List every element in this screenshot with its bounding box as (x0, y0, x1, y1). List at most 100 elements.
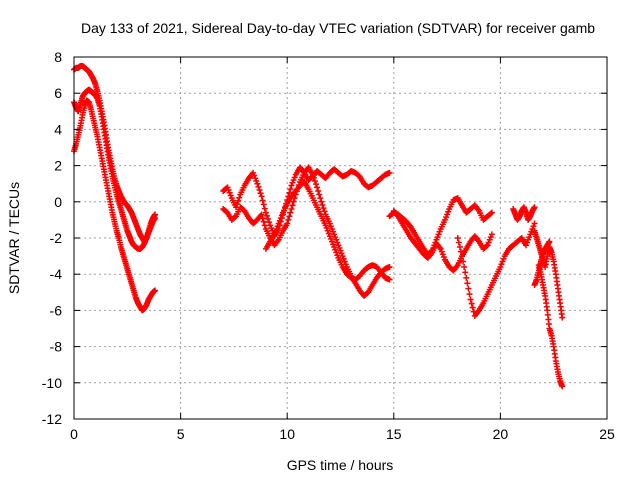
data-point (559, 383, 566, 390)
data-point (316, 191, 323, 198)
x-tick-label: 10 (279, 426, 295, 442)
series-trace-j (510, 204, 538, 223)
data-point (531, 204, 538, 211)
data-point (467, 296, 474, 303)
data-point (464, 280, 471, 287)
data-point (266, 219, 273, 226)
data-point (559, 314, 566, 321)
data-point (460, 258, 467, 265)
data-point (285, 216, 292, 223)
series-trace-m (531, 238, 553, 289)
data-point (286, 189, 293, 196)
series-trace-f (262, 178, 393, 283)
data-point (386, 276, 393, 283)
data-point (487, 210, 494, 217)
data-point (317, 195, 324, 202)
data-point (259, 197, 266, 204)
data-point (256, 187, 263, 194)
data-point (386, 263, 393, 270)
data-point (260, 218, 267, 225)
x-tick-label: 0 (70, 426, 78, 442)
x-tick-label: 20 (493, 426, 509, 442)
data-point (257, 190, 264, 197)
data-point (465, 285, 472, 292)
data-point (287, 209, 294, 216)
data-point (286, 213, 293, 220)
data-point (287, 186, 294, 193)
data-point (310, 174, 317, 181)
y-tick-label: 2 (54, 158, 62, 174)
data-point (321, 208, 328, 215)
data-point (318, 198, 325, 205)
y-tick-label: 6 (54, 85, 62, 101)
data-point (488, 209, 495, 216)
data-point (309, 171, 316, 178)
data-point (314, 184, 321, 191)
x-axis-label: GPS time / hours (287, 457, 394, 473)
data-point (254, 180, 261, 187)
y-tick-label: -8 (50, 339, 63, 355)
data-point (289, 202, 296, 209)
data-point (261, 205, 268, 212)
chart-title: Day 133 of 2021, Sidereal Day-to-day VTE… (81, 20, 595, 36)
data-point (454, 235, 461, 241)
x-tick-label: 25 (599, 426, 615, 442)
x-axis-ticks: 0 5 10 15 20 25 (70, 57, 615, 442)
data-point (284, 220, 291, 227)
data-point (258, 211, 265, 218)
y-tick-label: 8 (54, 49, 62, 65)
data-point (288, 206, 295, 213)
data-point (231, 214, 238, 221)
data-point (386, 169, 393, 176)
data-point (265, 215, 272, 222)
data-point (260, 201, 267, 208)
series-trace-c (71, 97, 159, 314)
data-point (255, 183, 262, 190)
data-point (311, 177, 318, 184)
data-point (234, 201, 241, 208)
y-tick-label: -6 (50, 302, 63, 318)
y-tick-label: -12 (42, 411, 62, 427)
y-tick-label: 0 (54, 194, 62, 210)
data-point (319, 201, 326, 208)
data-point (259, 215, 266, 222)
x-tick-label: 15 (386, 426, 402, 442)
data-point (312, 181, 319, 188)
data-point (152, 215, 159, 222)
data-point (290, 198, 297, 205)
data-point (261, 222, 268, 229)
grid-lines (74, 57, 607, 419)
data-point (462, 269, 469, 276)
data-point (466, 291, 473, 298)
data-point (315, 187, 322, 194)
data-point (546, 238, 553, 245)
data-point (531, 220, 538, 227)
x-tick-label: 5 (177, 426, 185, 442)
data-point (263, 212, 270, 219)
y-tick-label: 4 (54, 121, 62, 137)
data-point (463, 274, 470, 281)
data-point (258, 193, 265, 200)
y-tick-label: -10 (42, 375, 62, 391)
data-point (236, 194, 243, 201)
y-axis-label: SDTVAR / TECUs (6, 182, 22, 294)
series-trace-k (531, 227, 566, 321)
data-point (457, 248, 464, 255)
data-point (456, 244, 463, 251)
data-point (483, 243, 490, 250)
data-series (71, 63, 566, 390)
data-point (469, 304, 476, 311)
series-trace-b (71, 86, 159, 252)
data-point (459, 253, 466, 260)
series-trace-l (535, 262, 566, 390)
data-point (235, 197, 242, 204)
data-point (461, 263, 468, 270)
y-tick-label: -2 (50, 230, 63, 246)
y-axis-ticks: -12 -10 -8 -6 -4 -2 0 2 4 6 8 (42, 49, 607, 427)
data-point (262, 209, 269, 216)
series-trace-i (454, 220, 538, 319)
y-tick-label: -4 (50, 266, 63, 282)
data-point (455, 239, 462, 246)
data-point (320, 205, 327, 212)
